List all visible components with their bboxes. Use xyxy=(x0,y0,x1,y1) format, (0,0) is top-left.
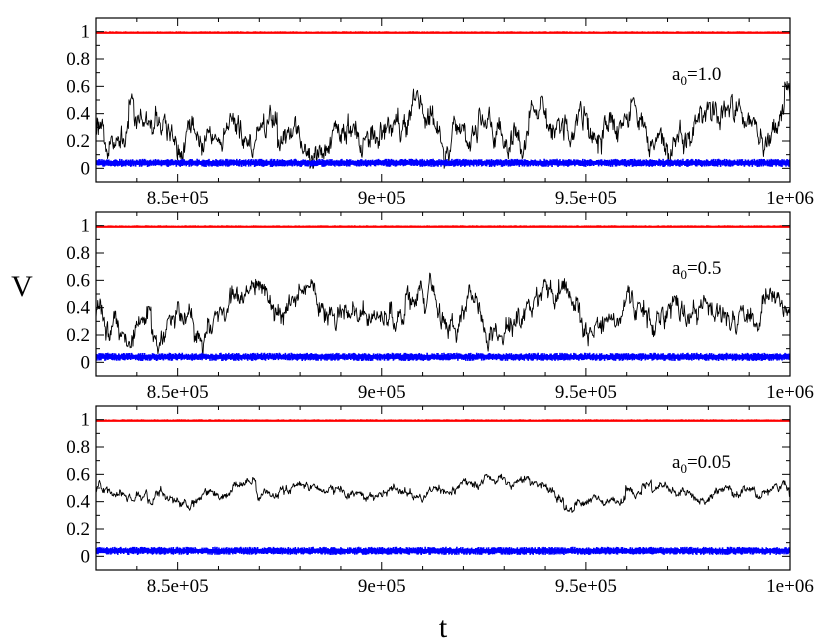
y-tick-label: 0.2 xyxy=(66,131,90,152)
series-band-core xyxy=(96,355,790,359)
y-tick-label: 0.2 xyxy=(66,519,90,540)
series-black-line xyxy=(96,80,790,169)
x-tick-label: 1e+06 xyxy=(766,576,814,597)
y-axis-title: V xyxy=(11,270,33,303)
series-black-line xyxy=(96,272,790,355)
x-tick-label: 9.5e+05 xyxy=(555,382,617,403)
plot-area xyxy=(96,31,790,169)
y-tick-label: 0.8 xyxy=(66,49,90,70)
y-tick-label: 0 xyxy=(81,158,91,179)
y-tick-label: 0.4 xyxy=(66,104,90,125)
x-tick-label: 9e+05 xyxy=(358,576,406,597)
y-tick-label: 0.8 xyxy=(66,243,90,264)
panels: 8.5e+05 9e+05 9.5e+05 1e+06 0 0.2 0.4 0.6 0.8 1 a0… xyxy=(66,17,814,597)
chart-panel-3: 8.5e+05 9e+05 9.5e+05 1e+06 0 0.2 0.4 0.6 0.8 1 a0… xyxy=(66,405,814,597)
series-band-core xyxy=(96,31,790,34)
plot-area xyxy=(96,225,790,361)
x-tick-label: 9.5e+05 xyxy=(555,188,617,209)
y-tick-label: 0.4 xyxy=(66,492,90,513)
x-axis-title: t xyxy=(439,611,448,642)
x-tick-label: 9e+05 xyxy=(358,382,406,403)
x-tick-label: 9.5e+05 xyxy=(555,576,617,597)
y-tick-label: 0 xyxy=(81,546,91,567)
y-tick-label: 0.6 xyxy=(66,270,90,291)
plot-frame xyxy=(95,211,791,377)
series-band-core xyxy=(96,161,790,165)
x-tick-label: 8.5e+05 xyxy=(147,576,209,597)
y-tick-label: 1 xyxy=(81,216,91,237)
y-tick-label: 0.2 xyxy=(66,325,90,346)
y-tick-label: 0 xyxy=(81,352,91,373)
series-band-core xyxy=(96,549,790,553)
y-tick-label: 0.4 xyxy=(66,298,90,319)
y-tick-label: 0.8 xyxy=(66,437,90,458)
chart-panel-2: 8.5e+05 9e+05 9.5e+05 1e+06 0 0.2 0.4 0.6 0.8 1 a0… xyxy=(66,211,814,403)
series-black-line xyxy=(96,473,790,513)
plot-area xyxy=(96,419,790,555)
chart-panel-1: 8.5e+05 9e+05 9.5e+05 1e+06 0 0.2 0.4 0.6 0.8 1 a0… xyxy=(66,17,814,209)
series-band-core xyxy=(96,419,790,422)
x-tick-label: 1e+06 xyxy=(766,382,814,403)
x-tick-label: 8.5e+05 xyxy=(147,188,209,209)
plot-frame xyxy=(95,405,791,571)
panel-annotation: a0=0.05 xyxy=(672,452,731,476)
x-tick-label: 8.5e+05 xyxy=(147,382,209,403)
panel-annotation: a0=0.5 xyxy=(672,258,721,282)
y-tick-label: 1 xyxy=(81,410,91,431)
y-tick-label: 1 xyxy=(81,22,91,43)
series-band-core xyxy=(96,225,790,228)
x-tick-label: 9e+05 xyxy=(358,188,406,209)
panel-annotation: a0=1.0 xyxy=(672,64,721,88)
plot-frame xyxy=(95,17,791,183)
x-tick-label: 1e+06 xyxy=(766,188,814,209)
y-tick-label: 0.6 xyxy=(66,76,90,97)
y-tick-label: 0.6 xyxy=(66,464,90,485)
